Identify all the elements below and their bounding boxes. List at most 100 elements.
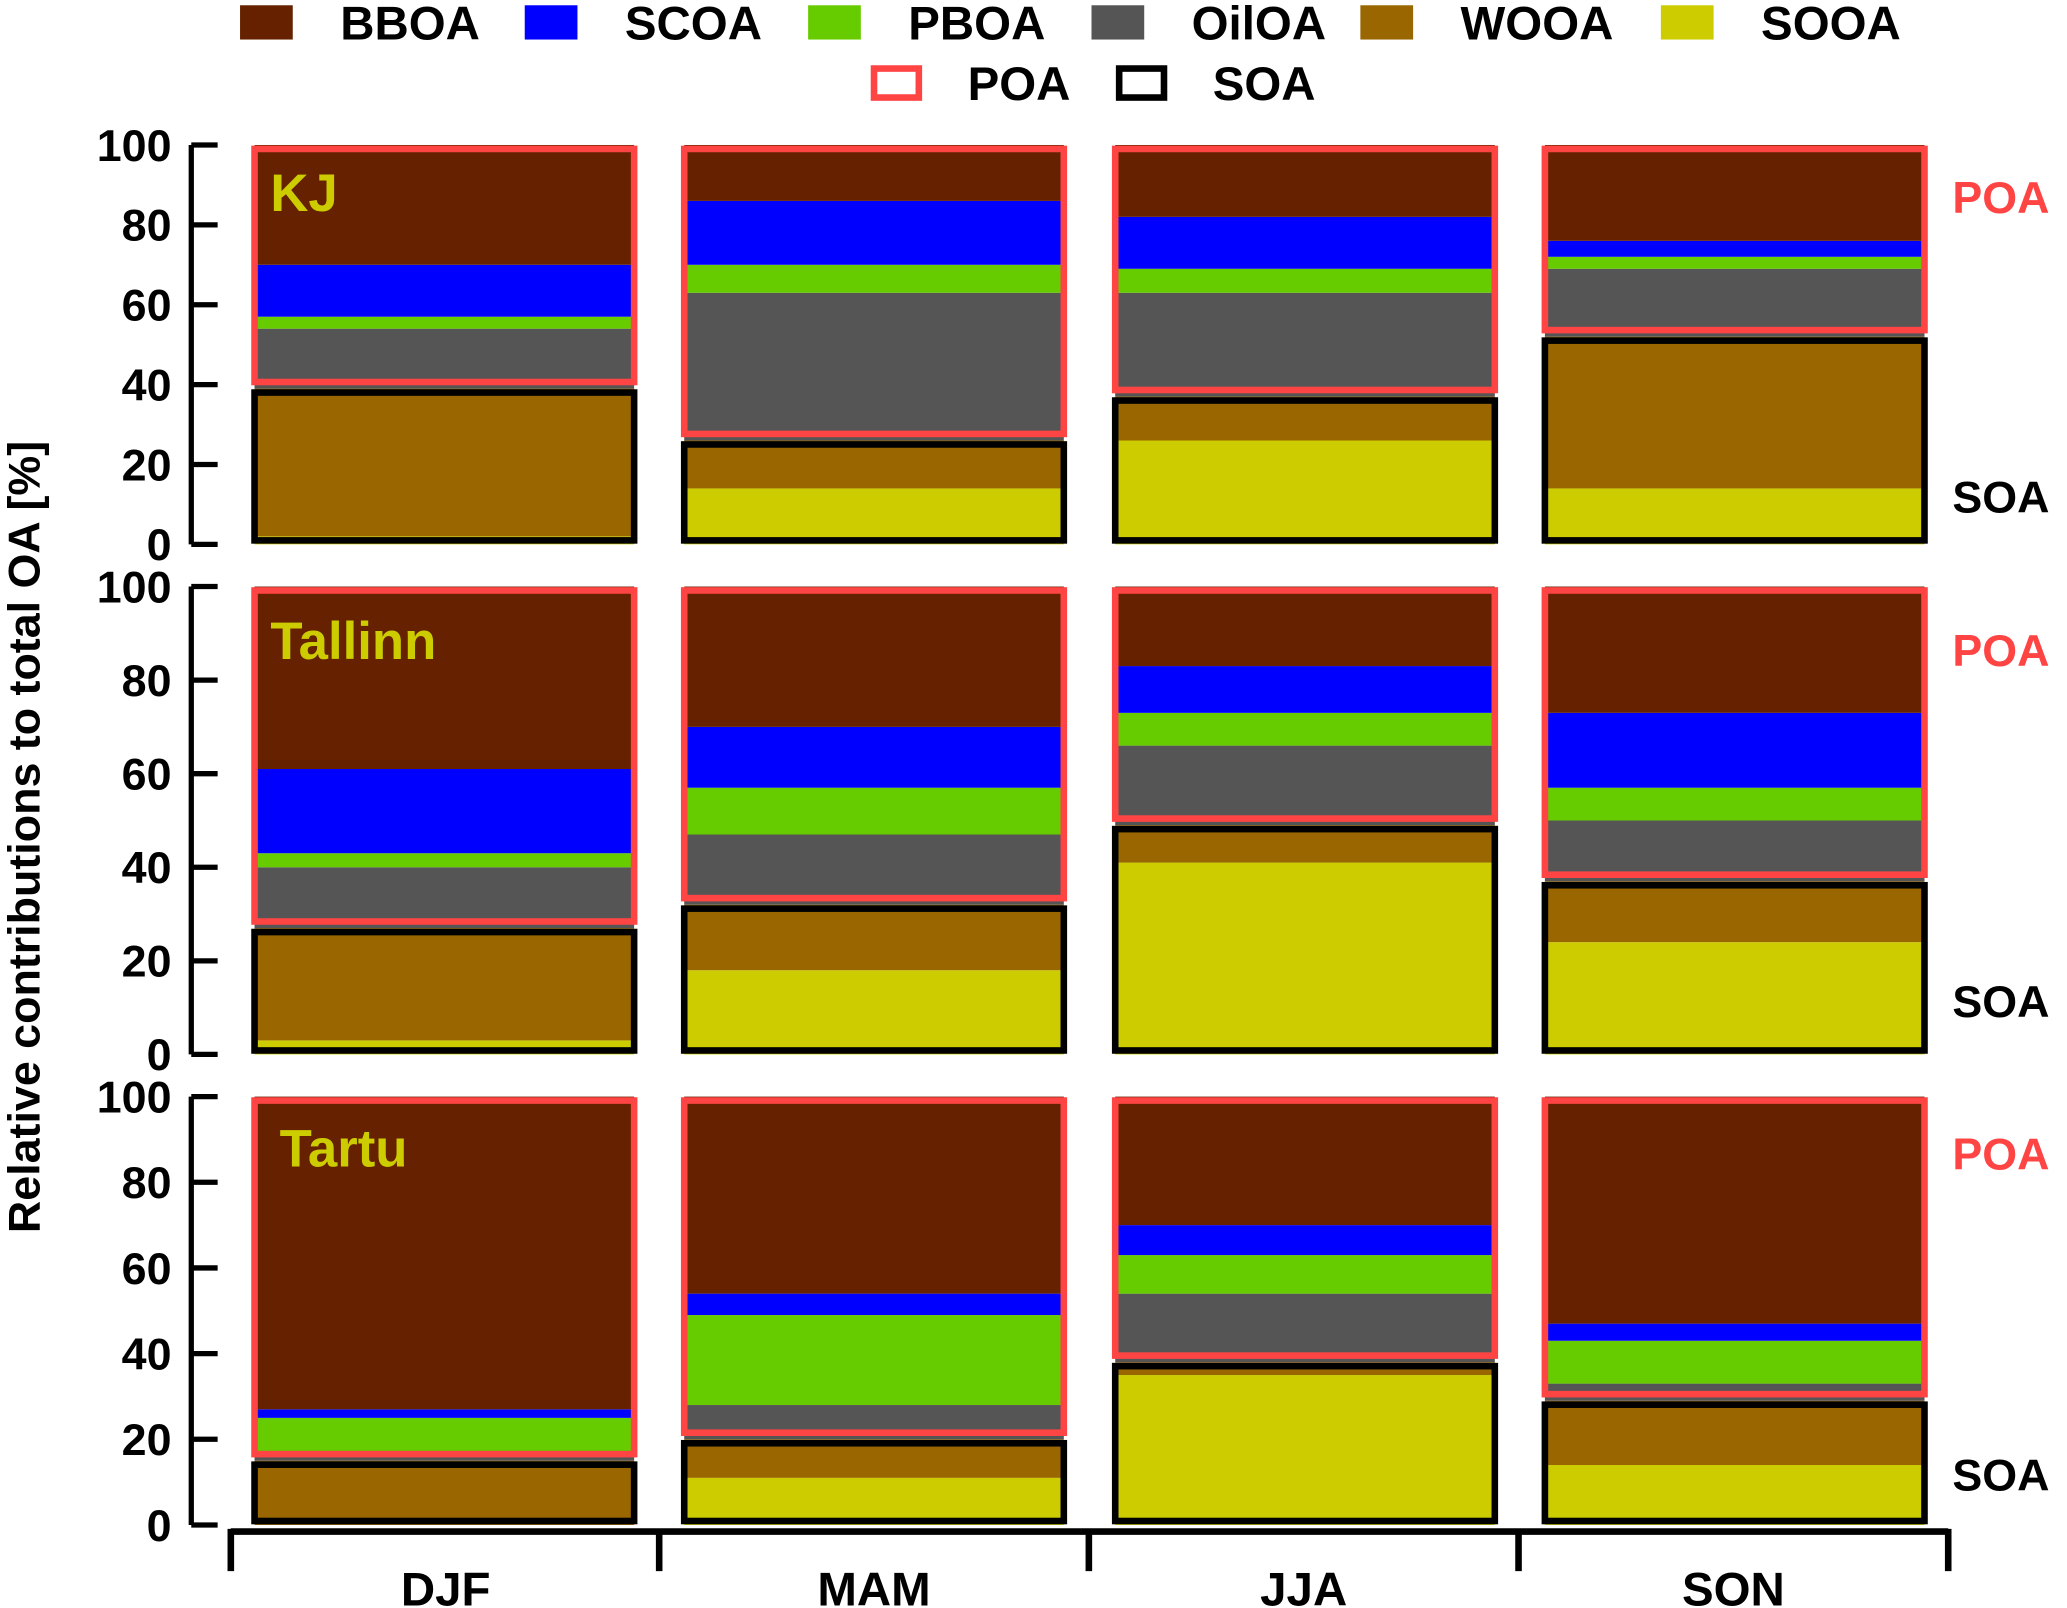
y-tick-label: 0 [147,1501,172,1551]
bar-segment-scoa [1544,712,1925,788]
bar-segment-wooa [1544,1400,1925,1465]
bar-segment-pboa [1544,256,1925,269]
y-tick-label: 60 [122,750,172,800]
legend: BBOA SCOA PBOA OilOA WOOA SOOA POA SOA [240,0,1901,111]
soa-box [251,928,638,1054]
soa-box [1541,1401,1928,1525]
poa-box [1541,145,1928,334]
legend-swatch-wooa [1360,5,1414,40]
bar-segment-wooa [254,388,635,537]
site-label: Tartu [280,1119,408,1178]
y-tick-label: 20 [122,440,172,490]
bar-segment-pboa [684,787,1064,835]
bar-segment-oiloa [1544,268,1925,337]
bar-segment-sooa [1544,1464,1925,1525]
panel-kj: 0 20 40 60 80 100 KJ POA SOA [97,121,2050,570]
bar-segment-sooa [684,970,1064,1055]
bar-segment-oiloa [1115,292,1495,397]
bar-segment-bboa [1115,586,1495,667]
bar-segment-pboa [1544,787,1925,821]
bar-segment-oiloa [254,1456,635,1461]
poa-box [1111,587,1499,822]
bar-segment-scoa [1115,216,1495,269]
y-axis-label: Relative contributions to total OA [%] [0,441,50,1233]
bar-segment-pboa [254,853,635,868]
bar-segment-wooa [1544,336,1925,489]
bar-segment-bboa [254,144,635,265]
poa-box [251,587,638,925]
poa-label: POA [1952,626,2049,676]
y-tick-label: 100 [97,1072,172,1122]
bar-segment-wooa [1115,396,1495,441]
y-tick-label: 0 [147,1030,172,1080]
bar-segment-scoa [254,1409,635,1418]
bar-segment-wooa [684,904,1064,971]
legend-label-pboa: PBOA [908,0,1045,51]
poa-box [251,145,638,386]
bar-segment-oiloa [254,328,635,389]
poa-box [1111,1097,1499,1359]
bar-segment-bboa [1544,1096,1925,1324]
y-tick-label: 80 [122,656,172,706]
poa-box [251,1097,638,1458]
bar-segment-wooa [684,440,1064,489]
soa-box [1111,825,1499,1054]
bar-segment-pboa [254,316,635,329]
bar-segment-bboa [1544,144,1925,241]
soa-box [680,441,1068,544]
poa-box [680,1097,1068,1436]
bar-segment-sooa [1544,942,1925,1055]
bar-segment-scoa [254,264,635,317]
legend-swatch-sooa [1660,5,1714,40]
bar-segment-bboa [254,586,635,770]
poa-box [1541,587,1928,879]
y-tick-label: 20 [122,937,172,987]
y-tick-label: 20 [122,1415,172,1465]
y-tick-label: 100 [97,121,172,171]
bar-segment-bboa [1544,586,1925,713]
soa-box [1111,1362,1499,1525]
bar-segment-oiloa [1115,1293,1495,1363]
bar-segment-wooa [254,928,635,1041]
x-tick-label: SON [1682,1563,1785,1608]
panels: 0 20 40 60 80 100 KJ POA SOA 0 20 40 60 80 100 Tallinn P… [97,121,2050,1551]
legend-label-soa: SOA [1213,58,1316,111]
bar-segment-scoa [254,769,635,854]
bar-segment-scoa [684,1293,1064,1316]
bar-segment-sooa [1544,488,1925,545]
y-tick-label: 60 [122,1244,172,1294]
legend-label-scoa: SCOA [625,0,762,51]
soa-box [1111,397,1499,544]
poa-box [1541,1097,1928,1398]
bar-segment-wooa [1544,881,1925,943]
y-tick-label: 40 [122,843,172,893]
x-tick-label: DJF [401,1563,491,1608]
legend-label-sooa: SOOA [1761,0,1901,51]
soa-box [251,1461,638,1525]
poa-box [1111,145,1499,394]
bar-segment-sooa [1115,862,1495,1055]
soa-box [1541,337,1928,544]
legend-swatch-poa [870,65,923,101]
poa-box [680,145,1068,438]
soa-label: SOA [1952,977,2049,1027]
bar-segment-oiloa [684,292,1064,441]
bar-segment-pboa [1115,1255,1495,1294]
bar-segment-sooa [1115,440,1495,545]
bar-segment-pboa [254,1417,635,1457]
soa-box [680,905,1068,1054]
legend-swatch-scoa [524,5,578,40]
soa-box [680,1439,1068,1525]
legend-label-wooa: WOOA [1461,0,1614,51]
y-tick-label: 100 [97,562,172,612]
bar-segment-scoa [1544,240,1925,257]
bar-segment-oiloa [1115,745,1495,826]
x-tick-label: MAM [817,1563,930,1608]
bar-segment-bboa [1115,1096,1495,1226]
y-tick-label: 60 [122,281,172,331]
poa-label: POA [1952,1129,2049,1179]
soa-label: SOA [1952,1451,2049,1501]
bar-segment-sooa [1115,1375,1495,1525]
bar-segment-bboa [254,1096,635,1410]
